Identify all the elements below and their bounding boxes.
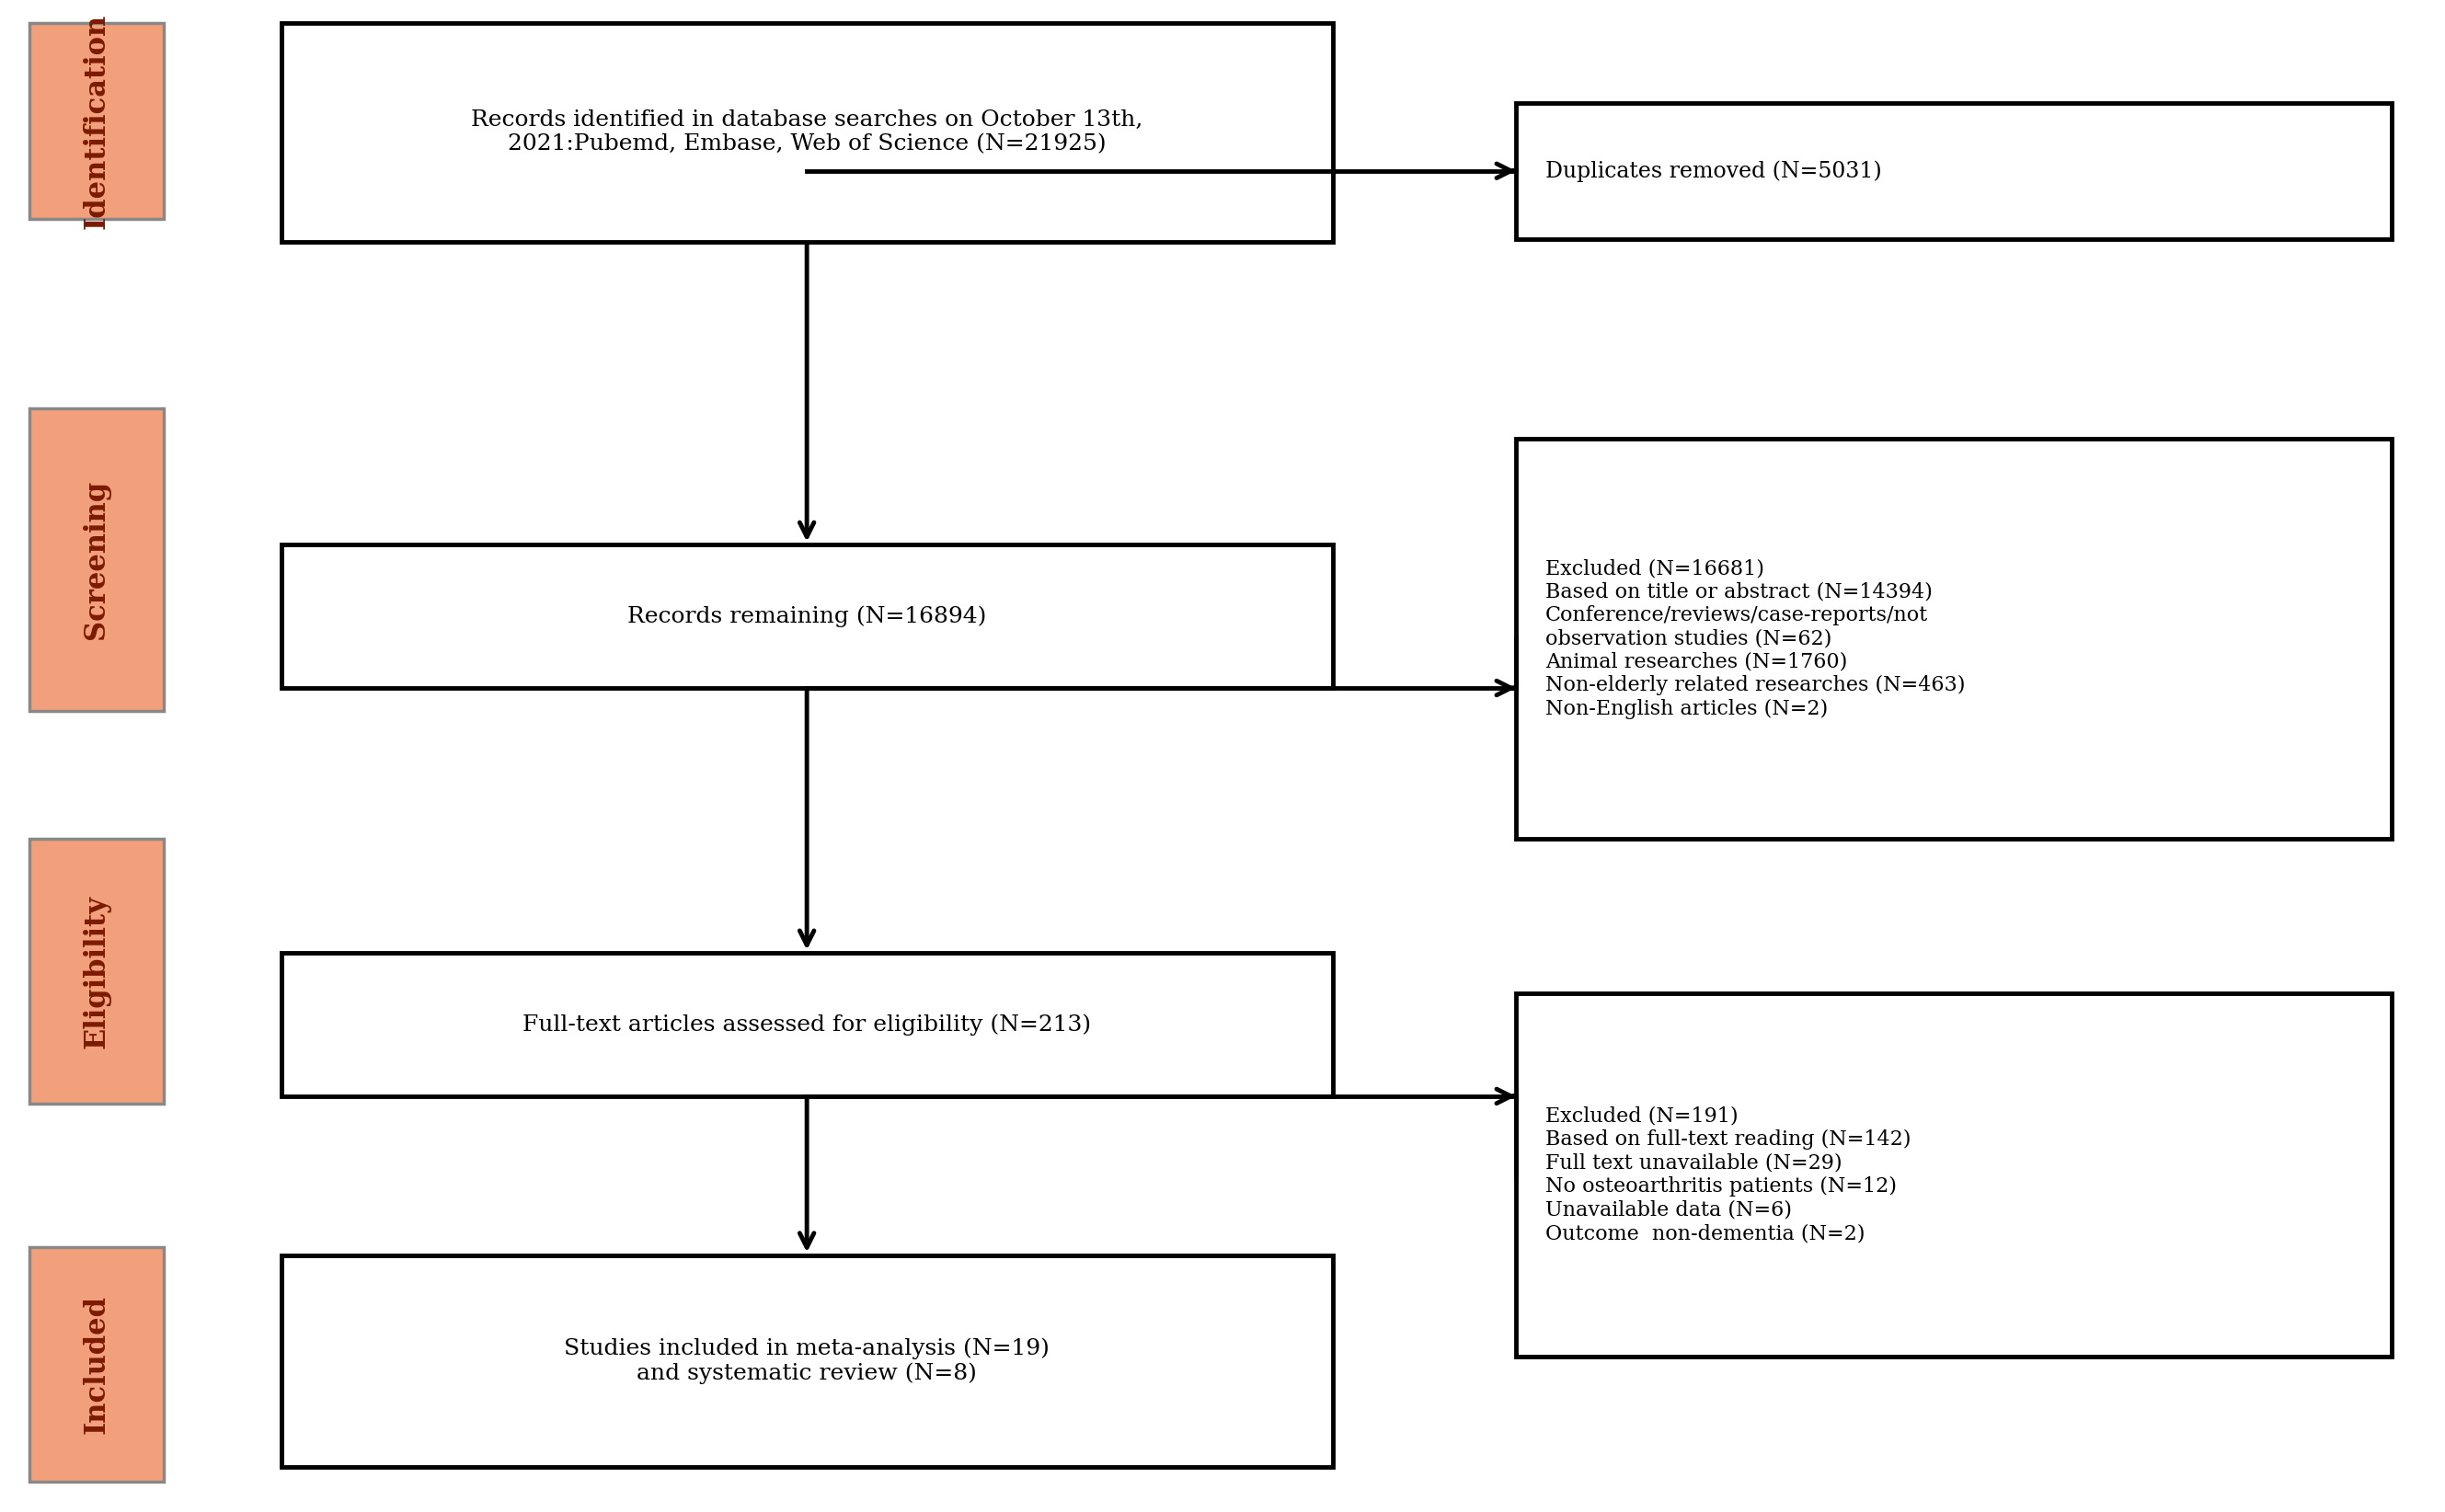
FancyBboxPatch shape (29, 408, 164, 711)
FancyBboxPatch shape (1516, 438, 2391, 839)
Text: Excluded (N=191)
Based on full-text reading (N=142)
Full text unavailable (N=29): Excluded (N=191) Based on full-text read… (1545, 1107, 1912, 1243)
FancyBboxPatch shape (29, 23, 164, 219)
FancyBboxPatch shape (281, 953, 1333, 1096)
FancyBboxPatch shape (1516, 103, 2391, 239)
Text: Full-text articles assessed for eligibility (N=213): Full-text articles assessed for eligibil… (523, 1013, 1090, 1036)
Text: Duplicates removed (N=5031): Duplicates removed (N=5031) (1545, 160, 1883, 181)
Text: Excluded (N=16681)
Based on title or abstract (N=14394)
Conference/reviews/case-: Excluded (N=16681) Based on title or abs… (1545, 558, 1966, 720)
Text: Included: Included (83, 1296, 110, 1433)
Text: Studies included in meta-analysis (N=19)
and systematic review (N=8): Studies included in meta-analysis (N=19)… (565, 1338, 1049, 1383)
FancyBboxPatch shape (281, 544, 1333, 688)
Text: Screening: Screening (83, 479, 110, 640)
Text: Identification: Identification (83, 14, 110, 228)
FancyBboxPatch shape (281, 23, 1333, 242)
FancyBboxPatch shape (29, 839, 164, 1104)
FancyBboxPatch shape (281, 1255, 1333, 1467)
Text: Records remaining (N=16894): Records remaining (N=16894) (628, 605, 985, 627)
Text: Eligibility: Eligibility (83, 895, 110, 1048)
Text: Records identified in database searches on October 13th,
2021:Pubemd, Embase, We: Records identified in database searches … (472, 109, 1142, 156)
FancyBboxPatch shape (29, 1247, 164, 1482)
FancyBboxPatch shape (1516, 993, 2391, 1356)
